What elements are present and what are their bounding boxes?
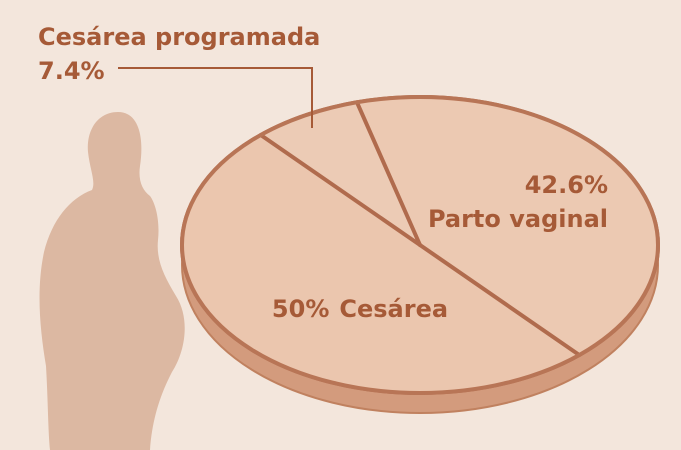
value-label: 42.6% [525,171,608,199]
slice-label-group: 50% Cesárea [272,295,448,323]
value-label: 7.4% [38,57,105,85]
slice-label: Cesárea programada [38,23,320,51]
slice-label: Parto vaginal [428,205,608,233]
value-label: 50% [272,295,329,323]
pie [182,97,658,413]
chart: Cesárea programada 7.4% 42.6% Parto vagi… [0,0,681,450]
slice-label: Cesárea [339,295,448,323]
